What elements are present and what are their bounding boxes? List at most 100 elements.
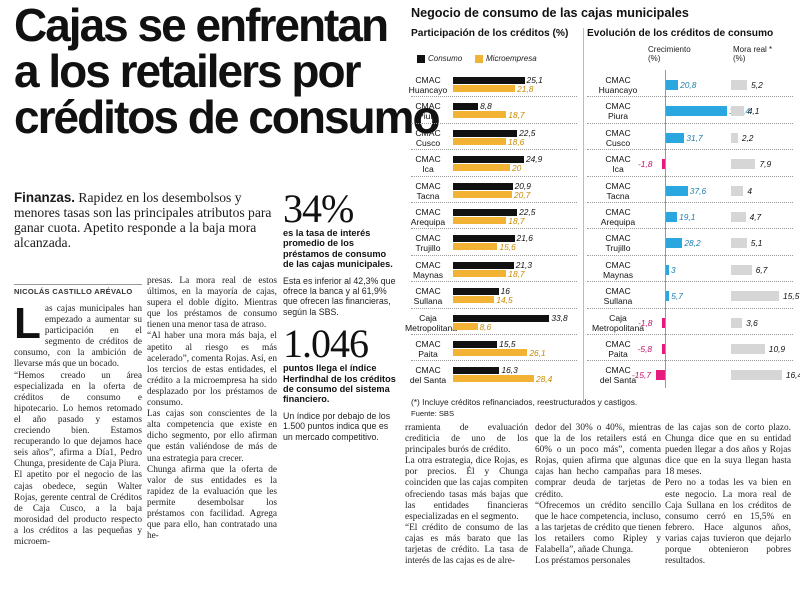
value-consumo: 22,5 xyxy=(519,207,536,217)
bar-growth xyxy=(666,264,669,275)
value-mora: 4,7 xyxy=(749,212,762,222)
row-label-right: Caja Metropolitana xyxy=(591,312,645,333)
mora-header: Mora real * (%) xyxy=(733,45,773,63)
bar-microempresa xyxy=(453,296,495,304)
bar-mora xyxy=(731,317,743,328)
value-mora: 7,9 xyxy=(759,159,772,170)
row-separator xyxy=(411,334,577,335)
row-label-left: CMAC Cusco xyxy=(415,127,441,148)
bar-growth xyxy=(666,80,679,90)
body-paragraph: presas. La mora real de estos últimos, e… xyxy=(147,276,277,331)
legend-label-microempresa: Microempresa xyxy=(486,54,537,63)
bar-consumo xyxy=(453,235,515,243)
row-separator xyxy=(587,149,793,151)
row-separator xyxy=(411,122,577,124)
value-consumo: 16,3 xyxy=(501,365,518,376)
bar-growth xyxy=(661,344,665,354)
growth-header: Crecimiento (%) xyxy=(648,45,691,63)
bar-microempresa xyxy=(453,85,516,92)
value-microempresa: 18,7 xyxy=(508,268,525,279)
row-separator xyxy=(587,254,793,256)
row-label-right: CMAC Piura xyxy=(605,101,631,122)
footnote: (*) Incluye créditos refinanciados, rees… xyxy=(411,397,638,407)
bar-mora xyxy=(731,238,747,249)
row-separator xyxy=(411,360,577,362)
stat-2-value: 1.046 xyxy=(283,321,369,367)
bar-microempresa xyxy=(453,349,528,356)
value-mora: 6,7 xyxy=(755,264,768,275)
bar-growth xyxy=(666,291,670,302)
bar-mora xyxy=(731,132,738,143)
value-mora: 10,9 xyxy=(768,344,786,354)
value-growth: -5,8 xyxy=(637,344,653,354)
row-label-right: CMAC del Santa xyxy=(599,365,637,386)
row-label-left: CMAC Sullana xyxy=(413,286,443,307)
value-growth: 19,1 xyxy=(679,212,696,222)
body-paragraph: Los préstamos personales xyxy=(535,556,631,567)
bar-consumo xyxy=(453,77,525,84)
bar-microempresa xyxy=(453,217,507,224)
value-consumo: 33,8 xyxy=(551,312,568,323)
row-separator xyxy=(587,228,793,230)
bar-growth xyxy=(666,185,688,196)
stat-1-label: es la tasa de interés promedio de los pr… xyxy=(283,228,393,270)
value-consumo: 16 xyxy=(500,286,510,297)
stat-1-body: Esta es inferior al 42,3% que ofrece la … xyxy=(283,275,396,317)
value-growth: 5,7 xyxy=(671,291,683,302)
value-microempresa: 18,6 xyxy=(508,136,525,147)
body-paragraph: El apetito por el negocio de las cajas o… xyxy=(14,470,142,547)
bar-consumo xyxy=(453,367,500,375)
legend-swatch-consumo xyxy=(417,55,425,63)
legend-label-consumo: Consumo xyxy=(428,54,463,63)
row-label-left: CMAC Arequipa xyxy=(410,207,446,227)
left-chart-subtitle: Participación de los créditos (%) xyxy=(411,28,569,39)
value-mora: 4 xyxy=(747,185,753,196)
row-separator xyxy=(587,360,793,362)
value-microempresa: 20,7 xyxy=(513,189,531,200)
body-column-3: rramienta de evaluación crediticia de un… xyxy=(405,423,528,567)
value-consumo: 25,1 xyxy=(526,75,543,85)
row-separator xyxy=(411,149,577,151)
row-label-right: CMAC Ica xyxy=(605,154,631,175)
source: Fuente: SBS xyxy=(411,409,455,418)
headline-line-1: Cajas se enfrentan xyxy=(14,0,389,51)
stat-2-body: Un índice por debajo de los 1.500 puntos… xyxy=(283,410,391,442)
row-separator xyxy=(411,202,577,203)
row-label-left: CMAC Maynas xyxy=(412,259,444,280)
row-separator xyxy=(411,175,577,177)
stat-2-label: puntos llega el índice Herfindhal de los… xyxy=(283,363,396,405)
legend-swatch-microempresa xyxy=(475,55,483,63)
row-label-left: CMAC Piura xyxy=(415,101,441,122)
value-growth: 20,8 xyxy=(680,80,697,90)
value-mora: 4,1 xyxy=(747,106,760,117)
value-consumo: 15,5 xyxy=(499,339,516,349)
bar-mora xyxy=(731,212,746,222)
body-paragraph: “Al haber una mora más baja, el apetito … xyxy=(147,331,277,409)
row-label-right: CMAC Arequipa xyxy=(600,207,636,227)
headline: Cajas se enfrentan a los retailers por c… xyxy=(14,0,441,140)
value-consumo: 8,8 xyxy=(480,101,492,112)
value-mora: 2,2 xyxy=(741,132,754,143)
graphic-title: Negocio de consumo de las cajas municipa… xyxy=(411,6,689,20)
row-separator xyxy=(411,307,577,309)
bar-mora xyxy=(731,185,744,196)
value-growth: 3 xyxy=(671,264,676,275)
body-paragraph: La otra estrategia, dice Rojas, es por p… xyxy=(405,456,528,522)
dropcap: L xyxy=(14,299,41,348)
value-growth: -1,8 xyxy=(638,159,653,170)
bar-microempresa xyxy=(453,190,512,198)
row-separator xyxy=(411,254,577,256)
row-label-right: CMAC Trujillo xyxy=(605,233,631,254)
body-column-5: de las cajas son de corto plazo. Chunga … xyxy=(665,423,791,567)
row-label-right: CMAC Tacna xyxy=(605,180,631,201)
row-separator xyxy=(411,228,577,230)
bar-growth xyxy=(666,106,728,117)
bar-microempresa xyxy=(453,375,534,383)
value-microempresa: 14,5 xyxy=(496,295,513,306)
value-growth: -1,8 xyxy=(638,317,653,328)
value-consumo: 22,5 xyxy=(519,127,536,138)
factbox: 34% es la tasa de interés promedio de lo… xyxy=(283,189,398,442)
body-paragraph: Las cajas son conscientes de la alta com… xyxy=(147,409,277,464)
